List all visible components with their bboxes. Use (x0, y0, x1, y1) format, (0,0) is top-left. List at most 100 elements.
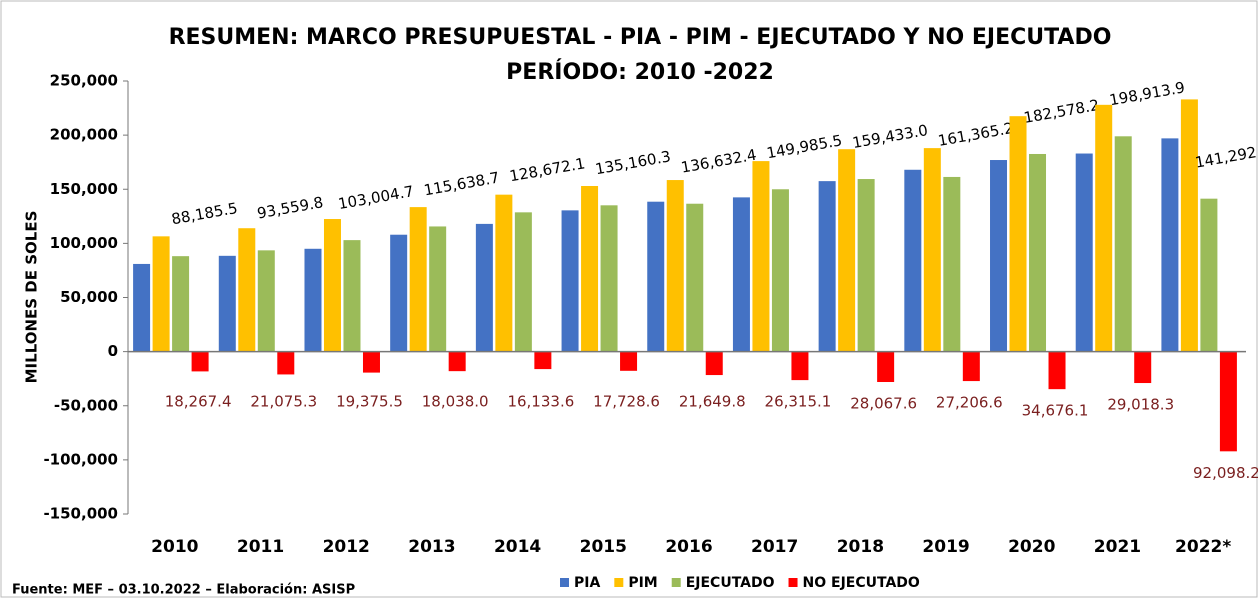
y-tick-label: 150,000 (50, 180, 118, 198)
data-label: 159,433.0 (851, 121, 929, 152)
x-tick-label: 2011 (237, 537, 284, 557)
data-label: 21,649.8 (679, 393, 746, 411)
bar (647, 201, 665, 352)
x-tick-label: 2021 (1094, 537, 1141, 557)
legend-label: NO EJECUTADO (803, 575, 920, 591)
bar (990, 160, 1008, 352)
bar (1095, 104, 1113, 352)
bar (343, 240, 361, 352)
bar (752, 161, 770, 352)
bar (1048, 351, 1066, 390)
data-label: 149,985.5 (765, 131, 843, 162)
x-tick-label: 2010 (151, 537, 198, 557)
bar (191, 351, 209, 372)
data-label: 182,578.2 (1022, 96, 1100, 127)
bar (362, 351, 380, 373)
bar (475, 223, 493, 352)
x-tick-label: 2020 (1008, 537, 1055, 557)
bar (857, 179, 875, 352)
legend-label: PIA (574, 575, 600, 591)
x-tick-label: 2022* (1175, 537, 1231, 557)
legend-swatch (560, 578, 569, 587)
data-label: 92,098.2 (1193, 464, 1258, 482)
bar (962, 351, 980, 382)
bar (218, 255, 236, 352)
bar (1075, 153, 1093, 352)
bar (1219, 351, 1237, 452)
bar (172, 256, 190, 352)
bar (1161, 138, 1179, 352)
legend-swatch (614, 578, 624, 587)
source-note: Fuente: MEF – 03.10.2022 – Elaboración: … (12, 583, 355, 598)
bar (686, 203, 704, 352)
data-label: 88,185.5 (170, 199, 239, 228)
x-tick-label: 2015 (580, 537, 627, 557)
bar (561, 210, 579, 352)
x-tick-label: 2014 (494, 537, 541, 557)
data-label: 17,728.6 (593, 393, 660, 411)
bar (705, 351, 723, 376)
bar (323, 219, 341, 352)
bar (581, 186, 599, 352)
x-tick-label: 2017 (751, 537, 798, 557)
data-label: 26,315.1 (765, 393, 832, 411)
bar (390, 234, 408, 352)
bar (1134, 351, 1152, 384)
bar (923, 148, 941, 352)
legend-label: EJECUTADO (686, 575, 775, 591)
x-tick-label: 2016 (665, 537, 712, 557)
bar (534, 351, 552, 370)
data-label: 115,638.7 (422, 168, 500, 199)
bar (1180, 99, 1198, 352)
chart-title: RESUMEN: MARCO PRESUPUESTAL - PIA - PIM … (169, 25, 1112, 50)
data-label: 136,632.4 (680, 146, 758, 177)
data-label: 28,067.6 (850, 395, 917, 413)
bar (791, 351, 809, 381)
bar (1029, 153, 1047, 352)
x-tick-label: 2019 (922, 537, 969, 557)
bar (771, 189, 789, 352)
x-tick-label: 2012 (323, 537, 370, 557)
legend-label: PIM (628, 575, 657, 591)
bar (152, 236, 170, 352)
data-label: 93,559.8 (256, 193, 325, 222)
y-tick-label: 100,000 (50, 234, 118, 252)
data-label: 141,292.3 (1194, 141, 1258, 172)
data-label: 18,038.0 (422, 393, 489, 411)
bar (238, 228, 256, 352)
x-tick-label: 2018 (837, 537, 884, 557)
bar (409, 207, 427, 352)
bar (620, 351, 638, 371)
y-tick-label: 50,000 (60, 288, 118, 306)
bar (818, 181, 836, 352)
chart-subtitle: PERÍODO: 2010 -2022 (506, 59, 774, 85)
y-tick-label: -100,000 (43, 450, 118, 468)
bar (133, 263, 151, 352)
bar (838, 149, 856, 352)
legend-swatch (788, 578, 798, 587)
bar (429, 226, 447, 352)
bar (877, 351, 895, 383)
bar (666, 180, 684, 352)
y-tick-label: 200,000 (50, 126, 118, 144)
bar (495, 194, 513, 352)
data-label: 34,676.1 (1022, 402, 1089, 420)
bar (600, 205, 618, 352)
data-label: 19,375.5 (336, 393, 403, 411)
data-label: 198,913.9 (1108, 78, 1186, 109)
bar (448, 351, 466, 372)
y-tick-label: -50,000 (54, 396, 118, 414)
bar (1200, 198, 1218, 352)
y-axis-label: MILLONES DE SOLES (23, 211, 41, 384)
data-label: 161,365.2 (937, 119, 1015, 150)
bar (304, 248, 322, 352)
bar (257, 250, 275, 352)
bar (514, 212, 532, 352)
data-label: 16,133.6 (507, 393, 574, 411)
bar (1009, 116, 1027, 352)
data-label: 27,206.6 (936, 394, 1003, 412)
y-tick-label: 250,000 (50, 72, 118, 90)
bar (277, 351, 295, 375)
